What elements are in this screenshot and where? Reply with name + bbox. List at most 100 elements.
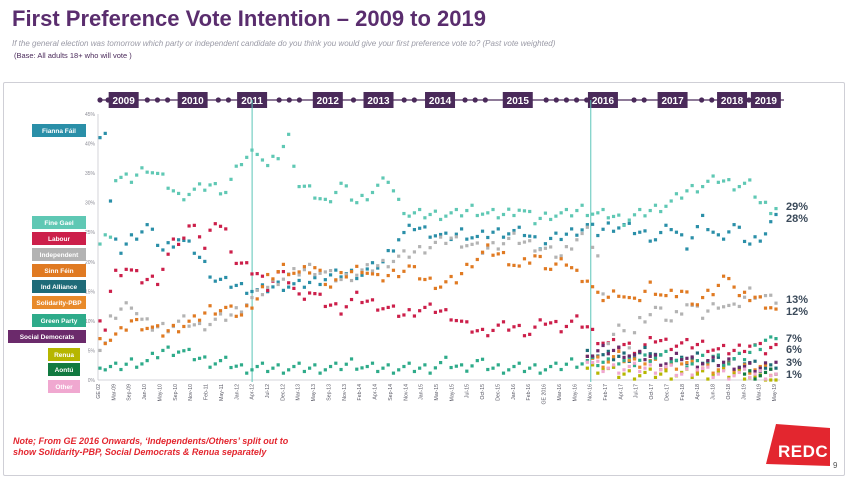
y-tick-label: 20% xyxy=(85,260,96,266)
data-point xyxy=(386,265,390,269)
data-point xyxy=(402,269,406,273)
logo-text: REDC xyxy=(778,442,829,461)
data-point xyxy=(297,270,301,274)
data-point xyxy=(632,363,637,368)
data-point xyxy=(292,271,296,275)
timeline-marker xyxy=(553,97,559,103)
data-point xyxy=(103,328,107,332)
data-point xyxy=(418,207,422,212)
data-point xyxy=(648,359,652,363)
data-point xyxy=(716,180,720,184)
data-point xyxy=(611,214,616,219)
data-point xyxy=(355,367,359,371)
legend-swatch xyxy=(48,363,80,376)
data-point xyxy=(748,375,752,379)
data-point xyxy=(407,214,411,218)
data-point xyxy=(742,295,747,299)
data-point xyxy=(706,377,710,381)
x-tick-label: Jun-18 xyxy=(711,384,717,400)
data-point xyxy=(512,263,516,268)
data-point xyxy=(601,353,605,357)
year-label-2019: 2019 xyxy=(755,96,778,107)
data-point xyxy=(470,330,474,334)
data-point xyxy=(496,227,500,231)
data-point xyxy=(402,230,406,235)
year-label-2016: 2016 xyxy=(592,96,615,107)
data-point xyxy=(218,224,223,228)
data-point xyxy=(439,217,443,222)
data-point xyxy=(732,367,736,371)
data-point xyxy=(753,343,757,347)
data-point xyxy=(203,328,207,332)
data-point xyxy=(454,235,458,239)
data-point xyxy=(763,366,768,370)
data-point xyxy=(575,208,579,213)
data-point xyxy=(690,359,694,363)
data-point xyxy=(680,312,684,316)
data-point xyxy=(349,278,354,283)
data-point xyxy=(171,237,175,241)
legend-item-aontu: Aontú xyxy=(48,363,80,376)
data-point xyxy=(334,268,338,272)
page-title: First Preference Vote Intention – 2009 t… xyxy=(12,6,486,31)
data-point xyxy=(250,368,254,372)
data-point xyxy=(758,364,762,369)
data-point xyxy=(580,228,584,232)
data-point xyxy=(491,207,495,212)
data-point xyxy=(428,302,432,306)
data-point xyxy=(596,233,600,238)
data-point xyxy=(397,368,401,372)
data-point xyxy=(606,349,610,353)
data-point xyxy=(287,273,291,277)
data-point xyxy=(585,279,589,283)
data-point xyxy=(742,367,747,371)
data-point xyxy=(601,341,605,345)
data-point xyxy=(622,359,626,363)
data-point xyxy=(522,369,527,374)
data-point xyxy=(114,179,118,183)
end-value-label: 13% xyxy=(786,294,808,306)
data-point xyxy=(748,350,752,355)
x-tick-label: Jan-16 xyxy=(511,384,517,400)
data-point xyxy=(748,242,752,246)
end-value-label: 1% xyxy=(786,369,802,381)
data-point xyxy=(297,184,301,189)
data-point xyxy=(124,362,128,366)
data-point xyxy=(742,372,747,376)
data-point xyxy=(596,290,600,294)
x-tick-label: Nov-10 xyxy=(188,384,194,401)
data-point xyxy=(669,347,673,352)
data-point xyxy=(486,246,490,250)
data-point xyxy=(376,369,380,374)
data-point xyxy=(716,368,720,372)
data-point xyxy=(108,235,113,239)
data-point xyxy=(470,236,474,240)
data-point xyxy=(559,211,563,215)
data-point xyxy=(680,355,684,359)
data-point xyxy=(365,271,369,275)
data-point xyxy=(433,209,437,213)
data-point xyxy=(585,366,589,370)
data-point xyxy=(701,353,705,357)
data-point xyxy=(376,266,380,270)
data-point xyxy=(533,235,537,239)
data-point xyxy=(245,304,249,308)
x-tick-label: Mar-13 xyxy=(296,384,302,401)
data-point xyxy=(365,364,369,369)
data-point xyxy=(444,308,448,312)
data-point xyxy=(412,265,417,269)
data-point xyxy=(197,255,202,259)
data-point xyxy=(439,232,443,237)
data-point xyxy=(648,239,652,243)
data-point xyxy=(674,367,679,371)
data-point xyxy=(197,321,202,326)
data-point xyxy=(659,372,663,376)
year-box-2018 xyxy=(717,92,748,108)
data-point xyxy=(638,374,642,378)
data-point xyxy=(732,285,736,289)
legend-label: Sinn Féin xyxy=(44,268,73,275)
data-point xyxy=(701,316,705,320)
data-point xyxy=(412,250,417,254)
data-point xyxy=(491,253,495,257)
data-point xyxy=(570,227,574,231)
